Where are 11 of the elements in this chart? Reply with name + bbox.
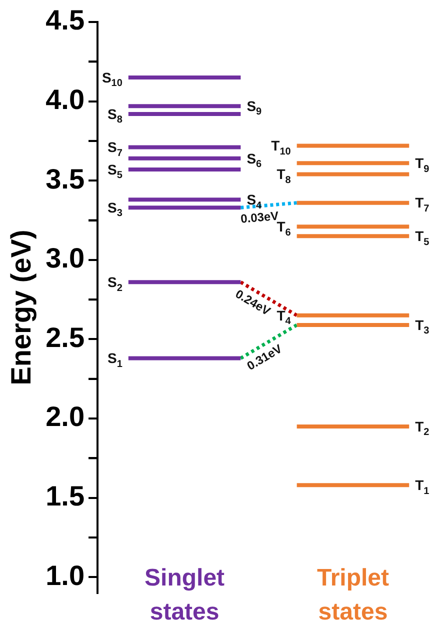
y-tick-label: 1.5 [46,480,85,512]
y-tick-label: 2.0 [46,401,85,432]
y-tick-label: 4.5 [46,4,85,36]
y-axis-title: Energy (eV) [6,230,37,386]
x-tick-label: Singlet states [144,564,225,626]
y-tick-label: 3.5 [46,163,85,194]
y-tick-label: 1.0 [46,560,85,591]
x-tick-label: Triplet states [316,564,389,626]
y-tick-label: 3.0 [46,242,85,274]
y-tick-label: 4.0 [46,84,85,116]
y-tick-label: 2.5 [46,322,85,353]
